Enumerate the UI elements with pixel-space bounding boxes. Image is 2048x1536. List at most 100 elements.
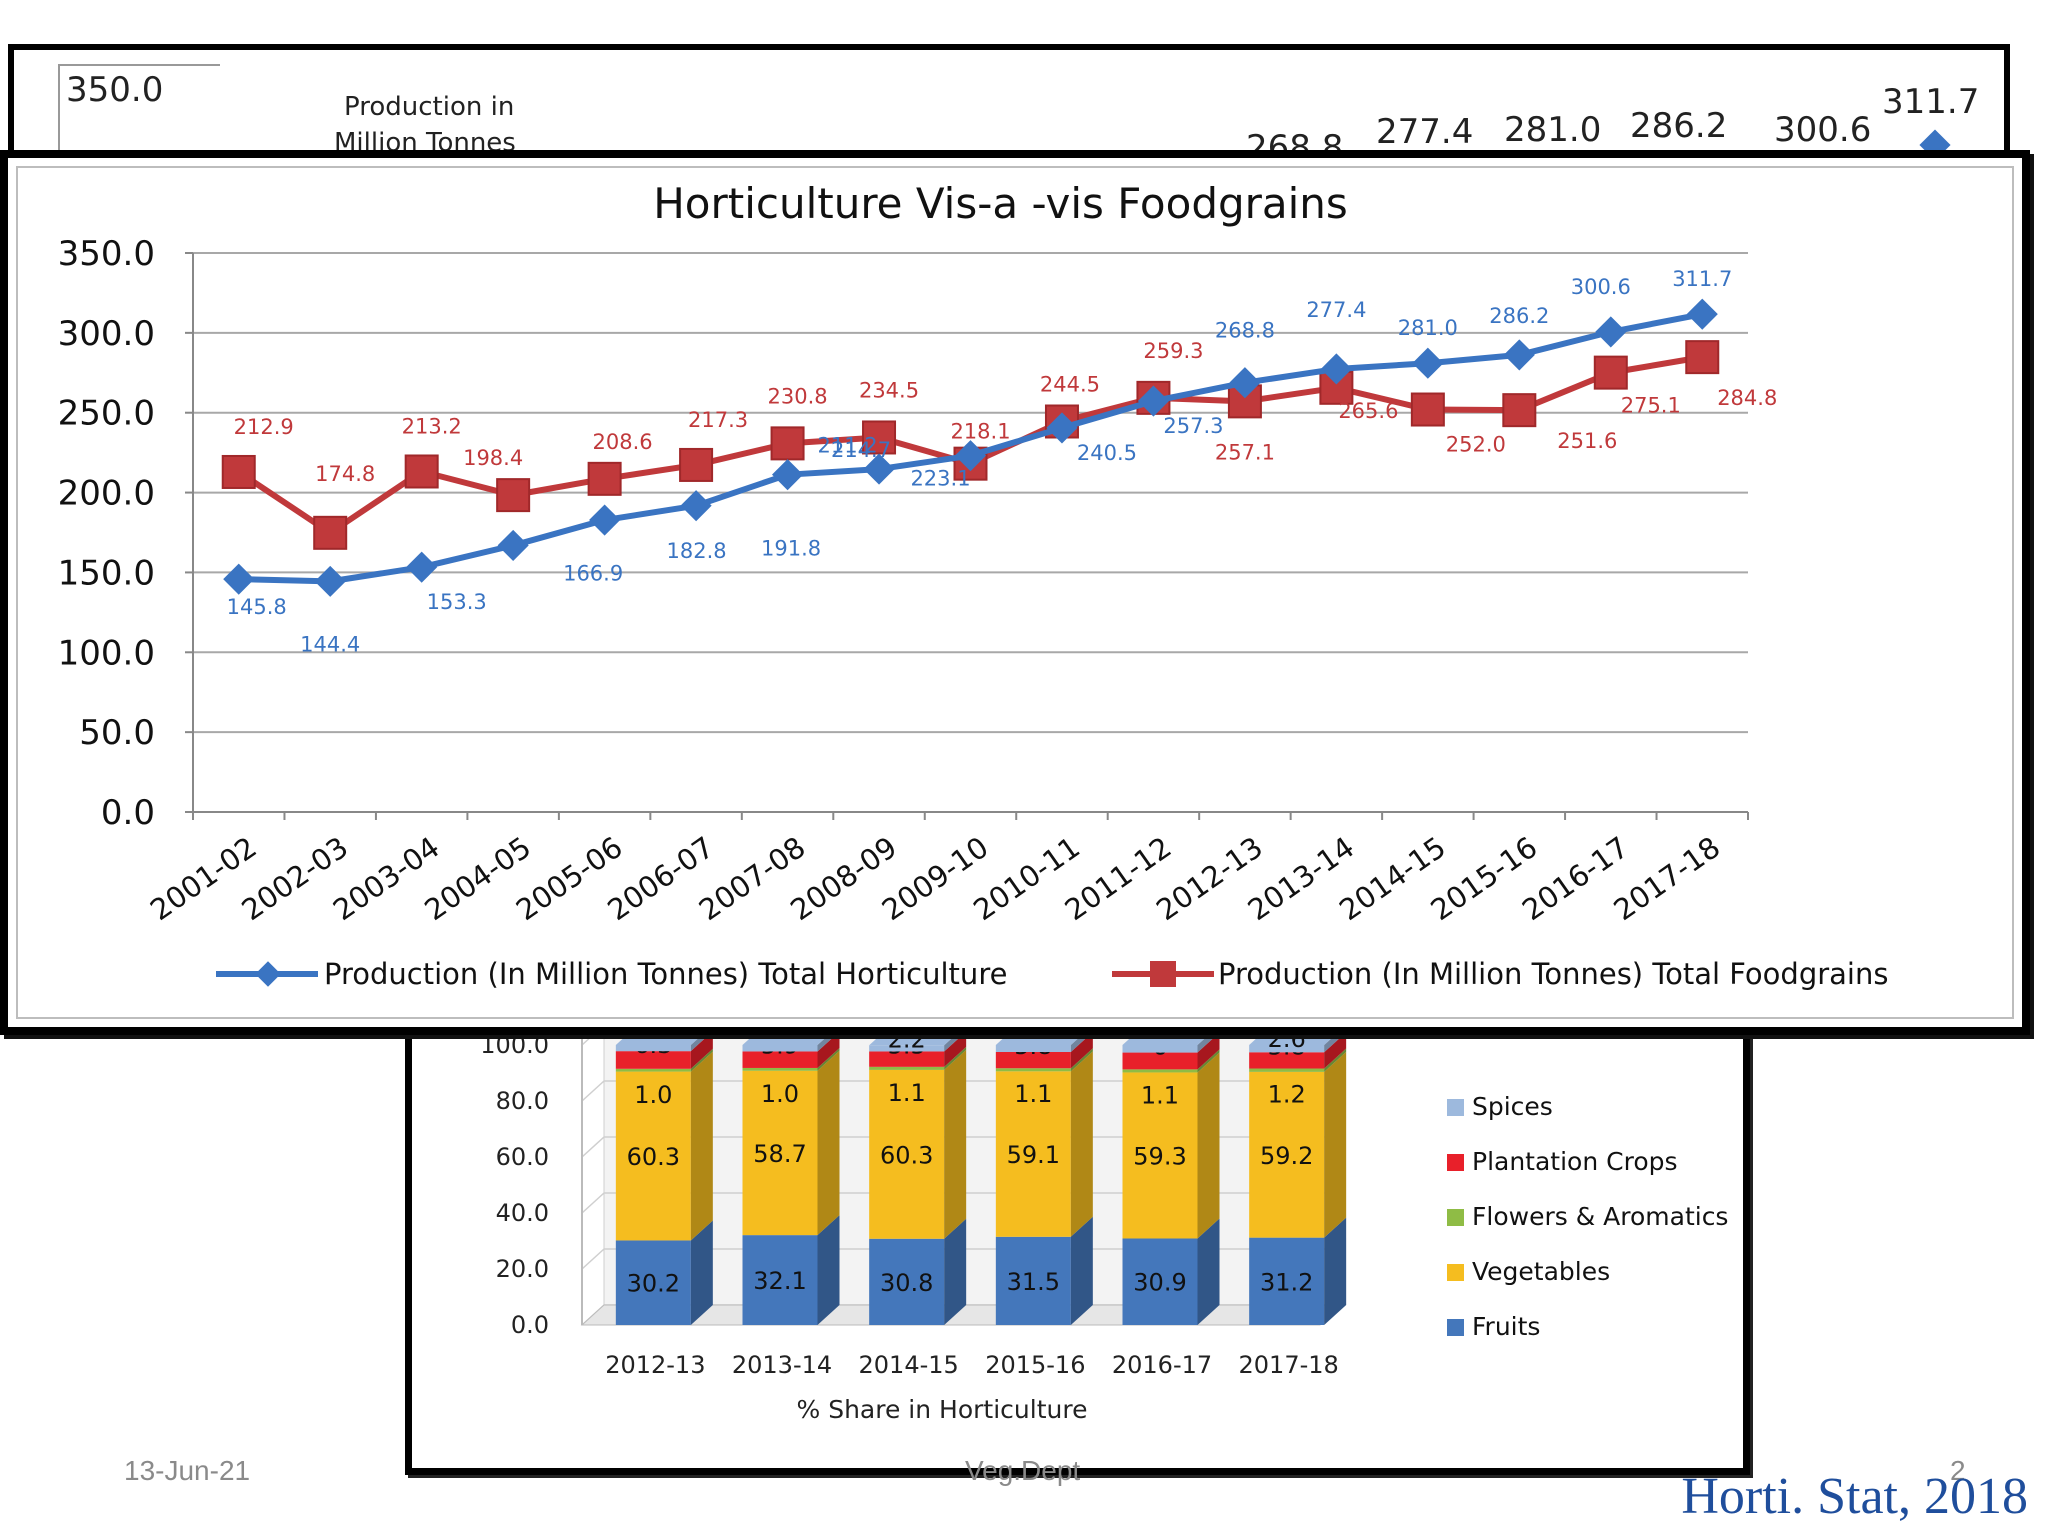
horticulture-point [680,490,712,522]
foodgrains-point [1685,340,1720,375]
legend-marker-foodgrains [1150,961,1176,987]
bar-data-label: 1.0 [761,1080,799,1108]
y-tick-label: 250.0 [58,394,155,434]
source-citation: Horti. Stat, 2018 [1681,1468,2028,1525]
legend-label: Fruits [1472,1312,1540,1341]
y-tick-label: 40.0 [496,1199,549,1227]
foodgrains-data-label: 265.6 [1338,399,1398,423]
horticulture-data-label: 268.8 [1215,319,1275,343]
y-tick-label: 80.0 [496,1087,549,1115]
horticulture-data-label: 281.0 [1398,316,1458,340]
foodgrains-data-label: 284.8 [1717,386,1777,410]
bar-segment-side [690,1051,713,1241]
x-tick-label: 2013-14 [732,1351,832,1379]
bar-segment [869,1066,945,1070]
bar-segment [995,1068,1071,1072]
horticulture-point [1686,298,1718,330]
horticulture-point [863,453,895,485]
foodgrains-point [587,461,622,496]
foodgrains-data-label: 212.9 [234,415,294,439]
bar-data-label: 60.3 [880,1141,933,1169]
legend-label: Spices [1472,1092,1553,1121]
y-tick-label: 200.0 [58,474,155,514]
foodgrains-data-label: 259.3 [1143,339,1203,363]
bar-segment-side [690,1048,713,1072]
bar-data-label: 59.2 [1260,1142,1313,1170]
bar-segment [615,1071,691,1241]
foodgrains-data-label: 244.5 [1040,372,1100,396]
bar-data-label: 30.2 [627,1270,680,1298]
horticulture-point [406,551,438,583]
bar-segment [1249,1071,1325,1238]
horticulture-data-label: 214.7 [831,438,891,462]
legend-label-horticulture: Production (In Million Tonnes) Total Hor… [324,957,1007,991]
bar-segment-side [1197,1032,1220,1070]
foodgrains-point [1593,355,1628,390]
footer-page-number: 2 [1950,1455,1966,1486]
bar-segment-side [1324,1032,1347,1069]
foodgrains-data-label: 213.2 [402,414,462,438]
x-tick-label: 2012-13 [605,1351,705,1379]
horticulture-data-label: 182.8 [667,539,727,563]
bar-segment-side [944,1031,967,1067]
bar-segment [742,1067,818,1071]
foodgrains-data-label: 198.4 [463,446,523,470]
legend-label-foodgrains: Production (In Million Tonnes) Total Foo… [1218,957,1888,991]
horticulture-point [1503,339,1535,371]
horticulture-point [223,563,255,595]
bar-segment-side [944,1046,967,1070]
legend-swatch [1447,1319,1464,1336]
bar-segment [615,1068,691,1072]
side-gridline [581,1248,605,1270]
bar-segment [995,1071,1071,1237]
bar-data-label: 31.5 [1007,1268,1060,1296]
y-tick-label: 50.0 [79,713,155,753]
bar-data-label: 1.1 [1141,1081,1179,1109]
bar-segment-side [817,1050,840,1236]
main-chart-panel: Horticulture Vis-a -vis Foodgrains 0.0 50.… [0,150,2030,1035]
back-label: 277.4 [1376,112,1474,152]
footer-dept: Veg.Dept [965,1455,1081,1486]
horticulture-data-label: 223.1 [910,467,970,491]
horticulture-point [497,529,529,561]
horticulture-data-label: 191.8 [761,537,821,561]
back-label: 281.0 [1504,110,1602,150]
bar-segment-side [817,1047,840,1071]
horticulture-data-label: 277.4 [1306,298,1366,322]
x-tick-label: 2015-16 [985,1351,1085,1379]
back-label: 300.6 [1774,110,1872,150]
bar-segment-side [944,1049,967,1239]
bar-segment [615,1051,691,1069]
horticulture-data-label: 240.5 [1077,441,1137,465]
foodgrains-point [679,447,714,482]
foodgrains-point [770,426,805,461]
legend-swatch [1447,1264,1464,1281]
bar-segment-side [1197,1218,1220,1325]
bar-segment [1249,1068,1325,1072]
bar-data-label: 1.2 [1268,1081,1306,1109]
horticulture-data-label: 311.7 [1672,267,1732,291]
bar-segment [742,1070,818,1236]
foodgrains-point [862,420,897,455]
footer-date: 13-Jun-21 [124,1455,251,1486]
bar-segment [1122,1045,1198,1053]
y-tick-label: 0.0 [101,793,155,833]
y-tick-label: 100.0 [58,633,155,673]
legend-swatch [1447,1209,1464,1226]
x-tick-label: 2017-18 [1239,1351,1339,1379]
side-gridline [581,1136,605,1158]
back-ytick-top: 350.0 [66,70,164,110]
bar-segment-side [1070,1048,1093,1072]
bar-segment [869,1069,945,1239]
foodgrains-data-label: 257.1 [1215,440,1275,464]
y-tick-label: 300.0 [58,314,155,354]
share-chart: 0.020.040.060.080.0100.030.260.31.06.320… [480,1014,1728,1424]
foodgrains-point [313,515,348,550]
bar-data-label: 1.1 [888,1079,926,1107]
horticulture-data-label: 257.3 [1163,414,1223,438]
bar-data-label: 59.1 [1007,1141,1060,1169]
legend-label: Plantation Crops [1472,1147,1678,1176]
y-tick-label: 100.0 [480,1031,549,1059]
y-tick-label: 20.0 [496,1255,549,1283]
bar-segment [1122,1069,1198,1073]
